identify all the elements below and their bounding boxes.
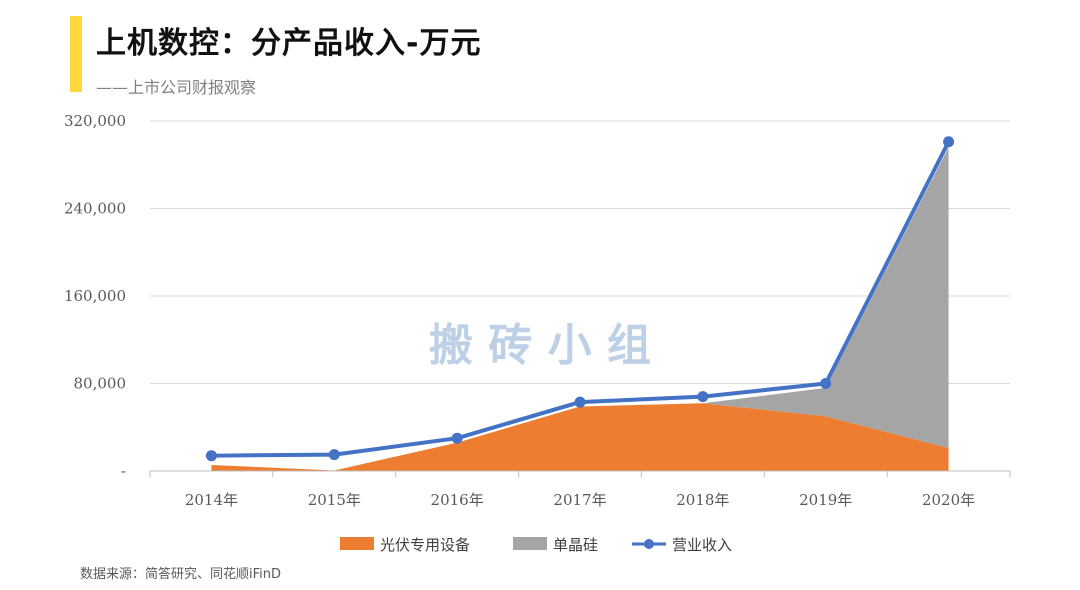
x-tick-label-6: 2020年 <box>922 491 975 509</box>
x-tick-label-1: 2015年 <box>308 491 361 509</box>
axis-layer: - 80,000 160,000 240,000 320,000 2014年 2015年 20… <box>64 112 1011 509</box>
legend-label-1: 单晶硅 <box>553 536 598 554</box>
line-point-3 <box>574 396 586 408</box>
title-accent-bar <box>70 16 82 92</box>
line-layer <box>205 136 955 462</box>
area-layer <box>211 147 949 471</box>
y-tick-label-3: 240,000 <box>64 200 126 218</box>
page-subtitle: ——上市公司财报观察 <box>96 78 257 97</box>
line-point-1 <box>328 449 340 461</box>
area-series-0 <box>211 403 949 471</box>
x-tick-label-3: 2017年 <box>553 491 606 509</box>
legend-label-2: 营业收入 <box>672 536 732 554</box>
legend-swatch-0 <box>340 537 374 550</box>
x-tick-label-4: 2018年 <box>676 491 729 509</box>
legend-swatch-1 <box>513 537 547 550</box>
legend-layer: 光伏专用设备 单晶硅 营业收入 <box>340 536 732 554</box>
line-point-0 <box>205 450 217 462</box>
grid-layer <box>150 120 1010 384</box>
watermark: 搬 砖 小 组 <box>429 320 651 371</box>
line-point-2 <box>451 432 463 444</box>
y-tick-label-2: 160,000 <box>64 287 126 305</box>
y-tick-label-4: 320,000 <box>64 112 126 130</box>
line-point-4 <box>697 391 709 403</box>
line-point-6 <box>943 136 955 148</box>
y-tick-label-0: - <box>121 462 126 480</box>
page-title: 上机数控：分产品收入-万元 <box>96 26 482 61</box>
legend-label-0: 光伏专用设备 <box>380 536 470 554</box>
data-source-note: 数据来源：简答研究、同花顺iFinD <box>80 567 282 582</box>
x-tick-label-0: 2014年 <box>185 491 238 509</box>
line-point-5 <box>820 378 832 389</box>
x-tick-label-2: 2016年 <box>431 491 484 509</box>
x-tick-label-5: 2019年 <box>799 491 852 509</box>
legend-swatch-marker-2 <box>644 539 654 549</box>
y-tick-label-1: 80,000 <box>74 375 127 393</box>
